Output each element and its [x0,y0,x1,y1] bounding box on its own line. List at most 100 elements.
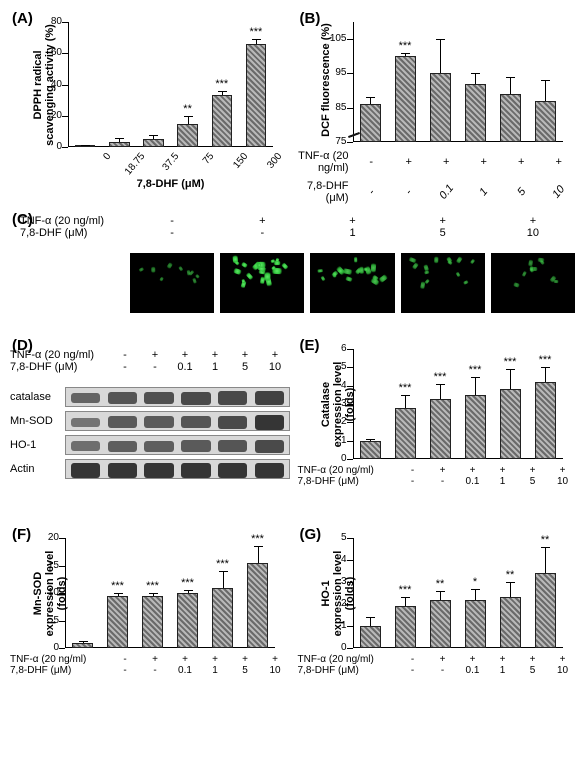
blot-band [68,390,103,404]
significance-marker: ** [430,578,451,590]
condition-value: 1 [200,361,230,373]
condition-value: + [458,465,488,476]
condition-value: - [220,227,304,239]
micrograph [310,253,394,313]
condition-label: 7,8-DHF (μM) [298,180,353,204]
condition-value: 0.1 [430,174,463,210]
significance-marker: *** [247,533,268,545]
panel-c: (C) TNF-α (20 ng/ml)-++++7,8-DHF (μM)--1… [10,211,575,321]
xtick-label: 75 [188,151,216,181]
condition-value: + [140,349,170,361]
condition-value: + [140,654,170,665]
bar [395,408,416,459]
bar [395,606,416,648]
condition-value: 5 [230,665,260,676]
condition-value: 5 [230,361,260,373]
condition-label: TNF-α (20 ng/ml) [298,465,398,476]
error-bar [85,145,86,146]
significance-marker: *** [465,364,486,376]
condition-label: TNF-α (20 ng/ml) [10,349,110,361]
xtick-label: 37.5 [154,151,182,181]
xtick-label: 300 [257,151,285,181]
condition-value: 10 [542,174,575,210]
condition-value: + [428,156,466,168]
error-bar [545,367,546,382]
bar [360,626,381,648]
blot-band [178,462,213,476]
condition-label: 7,8-DHF (μM) [20,227,130,239]
error-bar [440,39,441,73]
significance-marker: ** [177,103,198,115]
condition-value: 5 [518,665,548,676]
error-bar [510,77,511,94]
panel-g-label: (G) [300,526,322,543]
panel-b-ylabel: DCF fluorescence (%) [320,20,332,140]
condition-label: 7,8-DHF (μM) [10,665,110,676]
condition-value: + [465,156,503,168]
xtick-label: 18.75 [120,151,148,181]
bar [465,395,486,459]
protein-label: Mn-SOD [10,415,65,427]
condition-value: 0.1 [170,665,200,676]
blot-band [142,390,177,404]
blot-band [252,390,287,404]
blot-band [68,462,103,476]
bar [177,124,198,147]
condition-value: - [428,476,458,487]
bar [143,139,164,147]
bar [430,73,451,142]
error-bar [440,591,441,600]
significance-marker: *** [535,354,556,366]
panel-b: (B) 758595105*** DCF fluorescence (%) TN… [298,10,576,205]
error-bar [188,590,189,593]
error-bar [222,91,223,96]
bar [430,600,451,648]
condition-value: 5 [505,174,538,210]
blot-band [105,438,140,452]
blot-band [252,438,287,452]
condition-value: + [170,654,200,665]
panel-d: (D) TNF-α (20 ng/ml)-+++++7,8-DHF (μM)--… [10,337,288,512]
error-bar [475,589,476,600]
blot-band [215,462,250,476]
protein-label: catalase [10,391,65,403]
bar [142,596,163,648]
bar [500,389,521,459]
condition-value: + [220,215,304,227]
blot-band [105,414,140,428]
panel-a-xlabel: 7,8-DHF (μM) [68,178,273,190]
condition-value: + [548,465,578,476]
bar [535,573,556,648]
significance-marker: *** [395,584,416,596]
condition-value: + [170,349,200,361]
condition-value: - [110,349,140,361]
significance-marker: *** [177,577,198,589]
condition-value: + [518,654,548,665]
protein-label: Actin [10,463,65,475]
error-bar [83,641,84,642]
western-blot-row: Mn-SOD [10,411,290,431]
blot-band [215,438,250,452]
blot-band [252,462,287,476]
condition-value: - [428,665,458,676]
condition-value: 10 [548,476,578,487]
panel-a-label: (A) [12,10,33,27]
bar [465,600,486,648]
condition-value: 10 [548,665,578,676]
bar [246,44,267,147]
condition-value: 1 [310,227,394,239]
significance-marker: *** [430,371,451,383]
bar [360,104,381,142]
condition-value: 5 [518,476,548,487]
condition-label: TNF-α (20 ng/ml) [20,215,130,227]
condition-value: + [491,215,575,227]
condition-label: TNF-α (20 ng/ml) [298,654,398,665]
xtick-label: 150 [222,151,250,181]
error-bar [440,384,441,399]
condition-value: + [390,156,428,168]
error-bar [545,80,546,101]
error-bar [119,138,120,143]
condition-value: - [398,665,428,676]
condition-value: 0.1 [458,476,488,487]
condition-value: 1 [488,476,518,487]
